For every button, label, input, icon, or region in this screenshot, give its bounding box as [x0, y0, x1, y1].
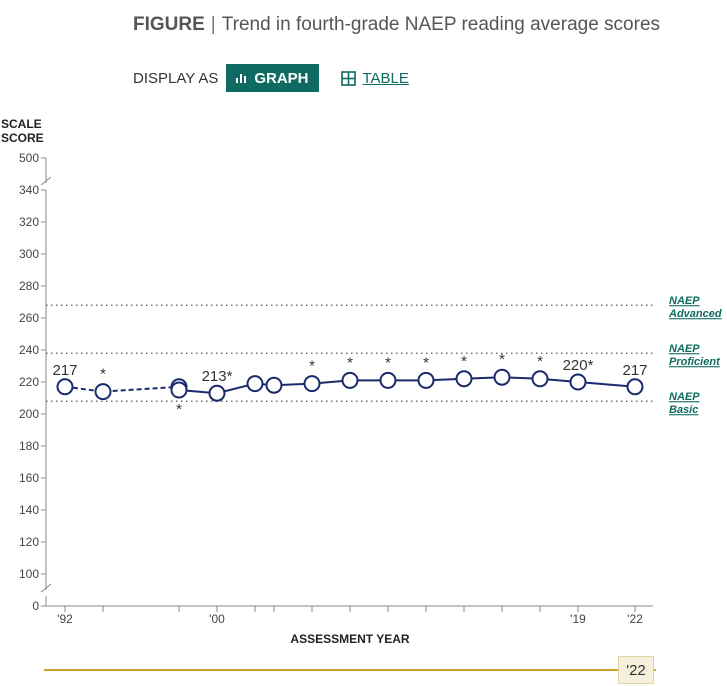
series-b-point	[417, 371, 435, 389]
series-accommodations-not-permitted-line	[64, 385, 180, 393]
series-b-point	[208, 384, 226, 402]
graph-button[interactable]: GRAPH	[226, 64, 319, 92]
y-tick-label: 220	[19, 375, 39, 389]
graph-button-label: GRAPH	[254, 69, 309, 87]
series-a-point	[94, 383, 112, 401]
significance-mark: *	[537, 353, 543, 370]
table-button-label: TABLE	[362, 69, 409, 87]
y-tick-label: 340	[19, 183, 39, 197]
series-b-point	[246, 375, 264, 393]
series-a-point	[56, 378, 74, 396]
y-tick-label: 260	[19, 311, 39, 325]
reference-label-line1: NAEP	[669, 391, 700, 403]
figure-label: FIGURE	[133, 14, 205, 35]
series-b-point	[265, 376, 283, 394]
year-slider-handle[interactable]: '22	[618, 656, 654, 684]
title-separator: |	[210, 14, 216, 35]
y-tick-label: 280	[19, 279, 39, 293]
reference-label-line2: Proficient	[669, 356, 721, 368]
y-tick-label: 100	[19, 567, 39, 581]
y-tick-label: 500	[19, 151, 39, 165]
significance-mark: *	[385, 354, 391, 371]
y-axis-title-line2: SCORE	[1, 131, 44, 145]
y-axis-break-top	[40, 176, 52, 186]
y-tick-label: 240	[19, 343, 39, 357]
y-axis-title: SCALE SCORE	[1, 117, 44, 145]
series-b-point	[379, 371, 397, 389]
table-button[interactable]: TABLE	[340, 69, 409, 87]
significance-mark: *	[423, 354, 429, 371]
reference-label-line1: NAEP	[669, 343, 700, 355]
y-axis-break-bottom	[40, 583, 52, 593]
series-b-point	[493, 368, 511, 386]
series-b-point	[569, 373, 587, 391]
y-tick-label: 0	[32, 599, 39, 613]
bar-chart-icon	[236, 74, 247, 83]
significance-mark: *	[461, 353, 467, 370]
x-tick-label: '92	[57, 612, 73, 626]
significance-mark: *	[499, 351, 505, 368]
y-tick-label: 300	[19, 247, 39, 261]
significance-mark: *	[176, 401, 182, 418]
series-b-point	[170, 381, 188, 399]
x-tick-label: '19	[570, 612, 586, 626]
y-tick-label: 200	[19, 407, 39, 421]
figure-title-text: Trend in fourth-grade NAEP reading avera…	[221, 14, 661, 35]
y-tick-label: 320	[19, 215, 39, 229]
data-label: 213*	[202, 368, 233, 385]
y-tick-label: 140	[19, 503, 39, 517]
data-label: 217	[622, 362, 647, 379]
y-tick-label: 180	[19, 439, 39, 453]
x-axis-title: ASSESSMENT YEAR	[290, 632, 410, 646]
x-tick-label: '00	[209, 612, 225, 626]
significance-mark: *	[347, 354, 353, 371]
significance-mark: *	[100, 366, 106, 383]
x-tick-label: '22	[627, 612, 643, 626]
series-b-point	[455, 370, 473, 388]
series-b-point	[341, 371, 359, 389]
y-axis-title-line1: SCALE	[1, 117, 42, 131]
series-b-point	[303, 375, 321, 393]
data-label: 217	[52, 362, 77, 379]
year-slider-track[interactable]	[44, 669, 656, 671]
reference-label-line1: NAEP	[669, 295, 700, 307]
reference-label-line2: Advanced	[668, 308, 722, 320]
series-b-point	[531, 370, 549, 388]
y-tick-label: 160	[19, 471, 39, 485]
display-toggle: DISPLAY AS GRAPH TABLE	[133, 64, 409, 92]
data-label: 220*	[563, 357, 594, 374]
series-b-point	[626, 378, 644, 396]
significance-mark: *	[309, 358, 315, 375]
display-as-label: DISPLAY AS	[133, 69, 219, 87]
table-grid-icon	[340, 70, 356, 86]
figure-title: FIGURE | Trend in fourth-grade NAEP readin…	[133, 14, 660, 36]
reference-label-line2: Basic	[669, 404, 698, 416]
y-tick-label: 120	[19, 535, 39, 549]
